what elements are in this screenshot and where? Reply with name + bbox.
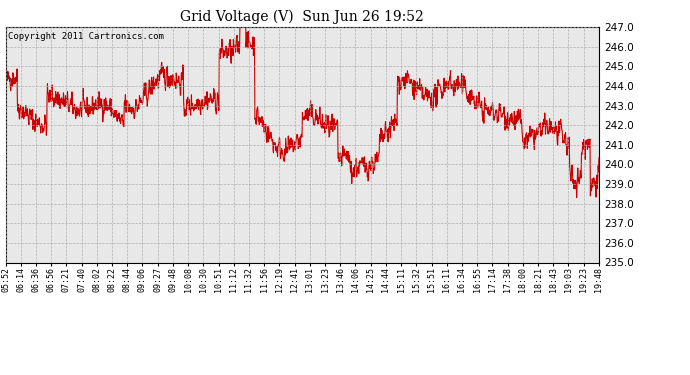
Text: Copyright 2011 Cartronics.com: Copyright 2011 Cartronics.com: [8, 32, 164, 41]
Title: Grid Voltage (V)  Sun Jun 26 19:52: Grid Voltage (V) Sun Jun 26 19:52: [180, 10, 424, 24]
